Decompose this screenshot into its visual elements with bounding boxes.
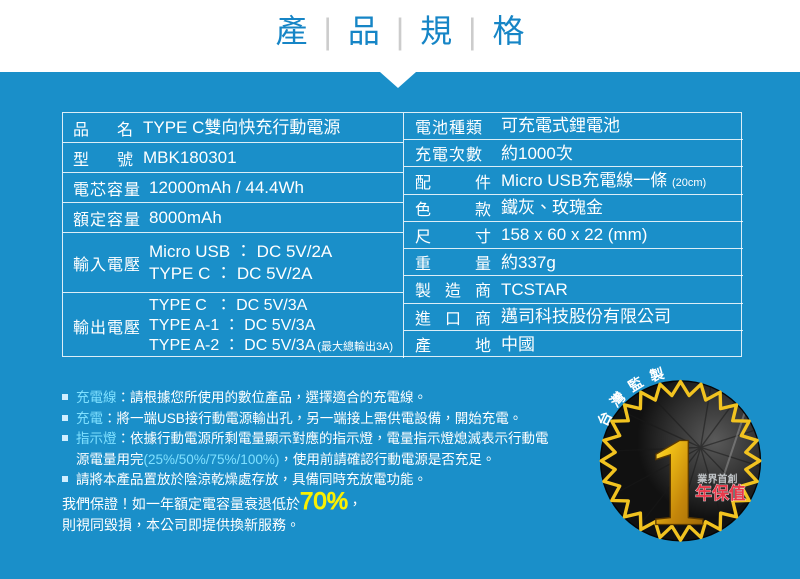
svg-text:年保值: 年保值 [695, 483, 746, 503]
svg-text:業界首創: 業界首創 [696, 472, 737, 485]
